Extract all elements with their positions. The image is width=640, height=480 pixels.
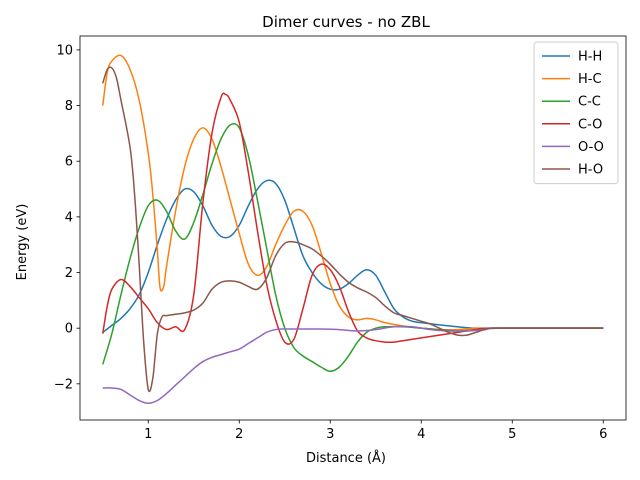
legend-box [533,41,619,185]
chart-title: Dimer curves - no ZBL [262,13,430,31]
x-tick-label: 2 [235,427,243,442]
series-line-o-o [102,325,604,405]
legend-label-o-o: O-O [578,140,604,155]
series-lines [102,54,604,405]
y-tick-label: 10 [56,43,73,58]
legend-label-h-h: H-H [578,50,602,65]
y-tick-label: 6 [65,155,73,170]
x-tick-label: 4 [417,427,425,442]
axes: 1 2 3 4 5 6 −2 0 2 4 6 8 10 [54,35,627,442]
y-tick-label: 8 [65,99,73,114]
y-tick-label: 4 [65,210,73,225]
x-axis-label: Distance (Å) [306,450,386,466]
x-tick-label: 5 [508,427,516,442]
x-tick-label: 3 [326,427,334,442]
legend: H-H H-C C-C C-O O-O H-O [533,41,619,185]
y-tick-label: −2 [54,377,73,392]
axes-frame [79,35,627,421]
series-line-h-c [102,54,604,331]
legend-label-c-c: C-C [578,95,601,110]
x-tick-label: 6 [599,427,607,442]
y-tick-label: 2 [65,266,73,281]
plot-area [102,54,604,405]
series-line-h-o [102,66,604,393]
x-tick-label: 1 [144,427,152,442]
legend-label-h-c: H-C [578,72,602,87]
y-tick-label: 0 [65,322,73,337]
legend-label-c-o: C-O [578,117,602,132]
series-line-h-h [102,179,604,333]
series-line-c-c [102,123,604,373]
y-axis-label: Energy (eV) [15,204,30,281]
series-line-c-o [102,92,604,345]
legend-label-h-o: H-O [578,163,603,178]
